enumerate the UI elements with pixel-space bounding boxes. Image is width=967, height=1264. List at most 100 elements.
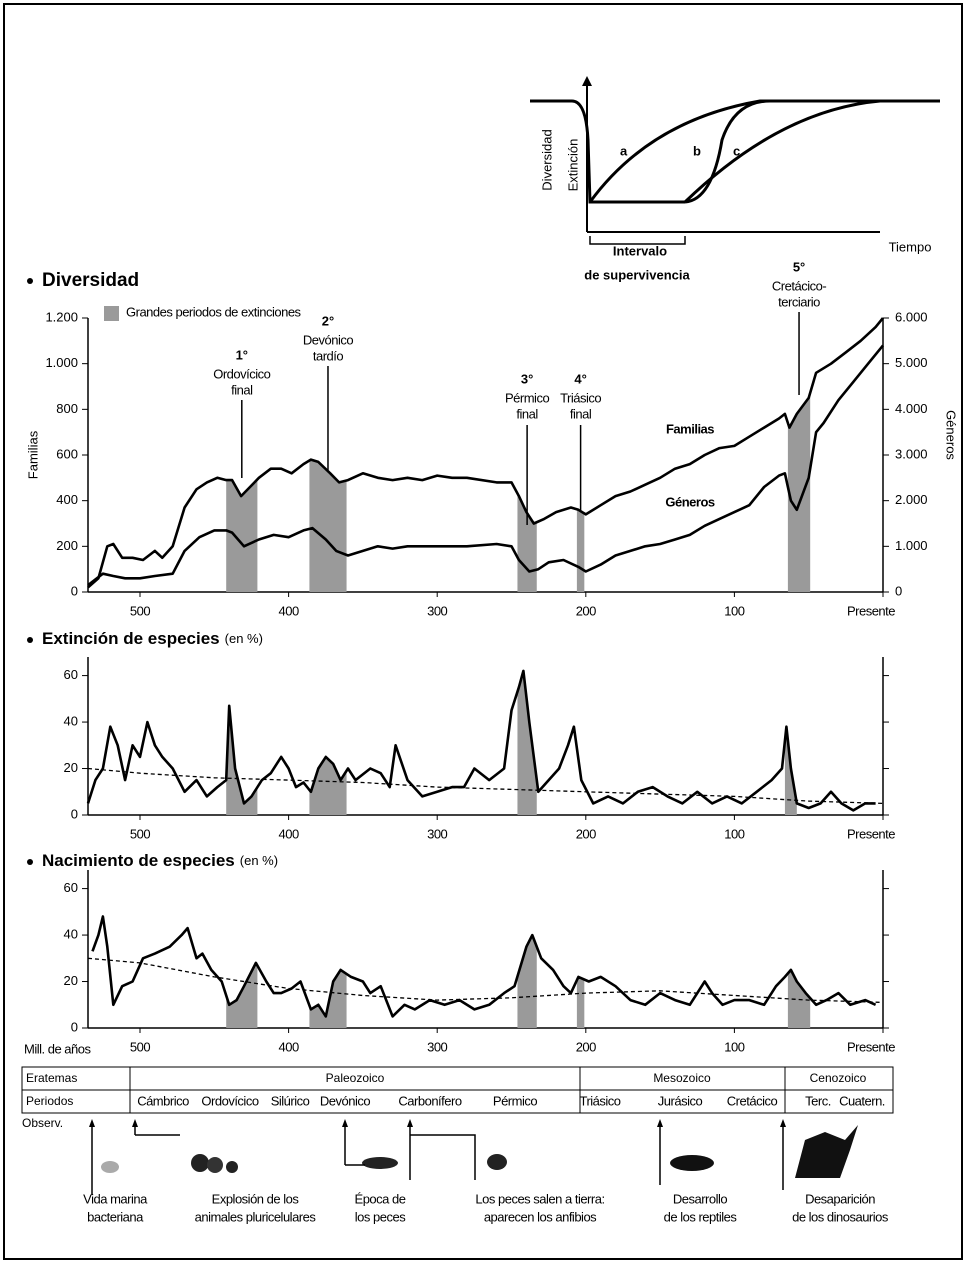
annotation-rank: 5° (793, 259, 805, 274)
period: Pérmico (493, 1093, 537, 1108)
y-tick-label: 40 (64, 926, 78, 941)
x-axis-label: Mill. de años (24, 1041, 91, 1056)
period: Carbonífero (398, 1093, 461, 1108)
y-tick-label: 0 (71, 1019, 78, 1034)
series-line (88, 318, 883, 587)
y2-axis-label: Géneros (944, 410, 959, 460)
y-tick-label: 600 (56, 446, 78, 461)
arrow-head (342, 1119, 348, 1127)
observation-caption: bacteriana (87, 1209, 144, 1224)
title-bullet (27, 637, 33, 643)
interval-label: Intervalo (613, 243, 667, 258)
annotation-text: Devónico (303, 332, 353, 347)
extinction-period (788, 870, 810, 1028)
x-tick-label: 200 (576, 1039, 596, 1054)
chart-title: Diversidad (42, 270, 139, 291)
inset-extinction-label: Extinción (565, 139, 580, 192)
x-tick-label: Presente (847, 1039, 895, 1054)
title-text: Nacimiento de especies (42, 851, 235, 870)
period: Jurásico (658, 1093, 703, 1108)
observation-caption: Vida marina (83, 1191, 148, 1206)
y2-tick-label: 3.000 (895, 446, 928, 461)
observation-caption: animales pluricelulares (195, 1209, 317, 1224)
y-tick-label: 800 (56, 401, 78, 416)
period: Silúrico (271, 1093, 310, 1108)
observation-caption: aparecen los anfibios (484, 1209, 597, 1224)
era: Paleozoico (326, 1071, 385, 1085)
annotation-text: tardío (313, 348, 344, 363)
icon (487, 1154, 507, 1170)
x-tick-label: Presente (847, 826, 895, 841)
series-label: Géneros (665, 494, 715, 509)
series-label: Familias (666, 421, 714, 436)
row-header: Observ. (22, 1116, 63, 1130)
y-tick-label: 40 (64, 713, 78, 728)
title-note: (en %) (240, 853, 278, 868)
page: Diversidad Extinción a b c Tiempo Interv… (0, 0, 967, 1264)
x-tick-label: 300 (427, 603, 447, 618)
annotation-text: Cretácico- (772, 278, 826, 293)
y-tick-label: 1.000 (45, 355, 78, 370)
curve-label: c (733, 143, 740, 158)
row-header: Eratemas (26, 1071, 77, 1085)
period: Cámbrico (137, 1093, 189, 1108)
annotation-rank: 2° (322, 313, 334, 328)
era: Cenozoico (810, 1071, 867, 1085)
series-line (93, 917, 876, 1017)
annotation-text: Triásico (560, 390, 601, 405)
period: Cretácico (727, 1093, 778, 1108)
y-tick-label: 400 (56, 492, 78, 507)
legend-label: Grandes periodos de extinciones (126, 304, 302, 319)
curve-label: a (620, 143, 628, 158)
arrow-head (657, 1119, 663, 1127)
x-tick-label: 200 (576, 603, 596, 618)
annotation-text: terciario (778, 294, 820, 309)
chart-title: Nacimiento de especies (en %) (42, 851, 278, 870)
icon (101, 1161, 119, 1173)
observation-caption: Desarrollo (673, 1191, 728, 1206)
icon (191, 1154, 209, 1172)
arrow-head (89, 1119, 95, 1127)
observation-caption: Explosión de los (212, 1191, 300, 1206)
observation-arrow (410, 1135, 475, 1180)
icon (362, 1157, 398, 1169)
y-tick-label: 1.200 (45, 309, 78, 324)
x-tick-label: 100 (724, 603, 744, 618)
arrow-head (132, 1119, 138, 1127)
series-line (88, 345, 883, 585)
observation-caption: los peces (355, 1209, 406, 1224)
legend-swatch (104, 306, 119, 321)
y-tick-label: 0 (71, 806, 78, 821)
inset-x-label: Tiempo (889, 239, 932, 254)
observation-caption: de los dinosaurios (792, 1209, 889, 1224)
chart: Diversidad02004006008001.0001.20001.0002… (25, 259, 958, 618)
interval-label: de supervivencia (584, 267, 690, 282)
x-tick-label: 500 (130, 1039, 150, 1054)
x-tick-label: 500 (130, 603, 150, 618)
period: Terc. (805, 1093, 831, 1108)
chart-title: Extinción de especies(en %) (42, 629, 263, 648)
x-tick-label: 400 (279, 1039, 299, 1054)
series-line (88, 671, 876, 811)
extinction-period (517, 870, 536, 1028)
observation-caption: Los peces salen a tierra: (475, 1191, 604, 1206)
x-tick-label: Presente (847, 603, 895, 618)
title-note: (en %) (225, 631, 263, 646)
annotation-rank: 1° (236, 347, 248, 362)
arrow-head (780, 1119, 786, 1127)
y-tick-label: 20 (64, 973, 78, 988)
inset-diagram: Diversidad Extinción a b c Tiempo Interv… (530, 76, 940, 282)
row-header: Periodos (26, 1094, 73, 1108)
annotation-rank: 3° (521, 371, 533, 386)
timeline: Eratemas Periodos Observ. Paleozoico Mes… (22, 1067, 893, 1224)
observation-caption: Época de (355, 1191, 406, 1206)
era: Mesozoico (653, 1071, 711, 1085)
observation-caption: de los reptiles (664, 1209, 738, 1224)
icon (226, 1161, 238, 1173)
observation-caption: Desaparición (805, 1191, 875, 1206)
curve-label: b (693, 143, 701, 158)
y-tick-label: 60 (64, 667, 78, 682)
x-tick-label: 100 (724, 826, 744, 841)
y-tick-label: 60 (64, 880, 78, 895)
y-tick-label: 0 (71, 583, 78, 598)
